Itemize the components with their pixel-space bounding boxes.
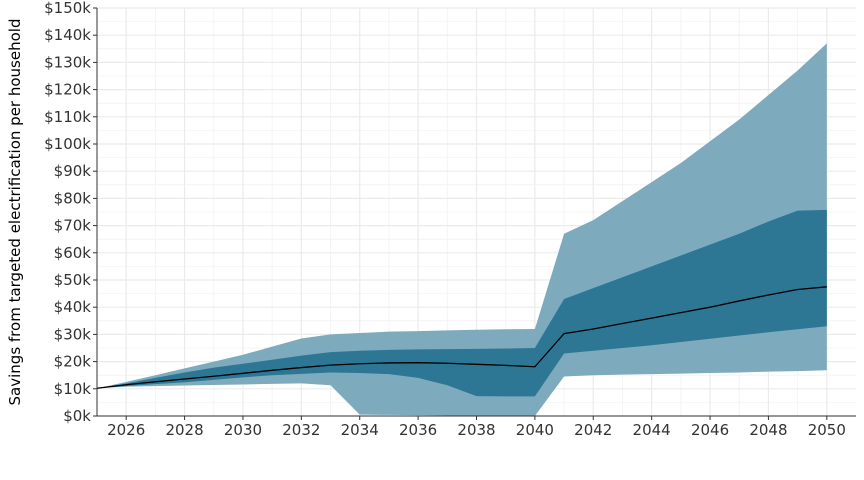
y-tick-label: $30k <box>54 325 92 343</box>
median-line <box>96 286 827 389</box>
uncertainty-bands <box>97 43 827 417</box>
y-tick-label: $150k <box>44 0 91 17</box>
x-tick-label: 2050 <box>808 421 846 439</box>
x-tick-label: 2036 <box>399 421 437 439</box>
x-tick-label: 2046 <box>691 421 729 439</box>
x-tick-label: 2044 <box>633 421 671 439</box>
y-tick-label: $100k <box>44 135 91 153</box>
y-tick-label: $10k <box>54 380 92 398</box>
y-tick-label: $140k <box>44 26 91 44</box>
inner-uncertainty-band <box>97 209 827 397</box>
x-tick-label: 2038 <box>457 421 495 439</box>
x-tick-label: 2042 <box>574 421 612 439</box>
x-tick-label: 2034 <box>341 421 379 439</box>
y-tick-label: $0k <box>63 407 91 425</box>
x-tick-label: 2030 <box>224 421 262 439</box>
y-tick-label: $130k <box>44 53 91 71</box>
x-tick-label: 2028 <box>165 421 203 439</box>
y-tick-label: $110k <box>44 108 91 126</box>
y-tick-label: $120k <box>44 81 91 99</box>
y-tick-label: $20k <box>54 353 92 371</box>
y-tick-label: $70k <box>54 217 92 235</box>
y-tick-label: $80k <box>54 189 92 207</box>
x-tick-label: 2048 <box>749 421 787 439</box>
y-tick-labels: $0k $10k $20k $30k $40k $50k $60k $70k $80k $90k $… <box>44 0 97 425</box>
x-tick-labels: 2026 2028 2030 2032 2034 2036 2038 2040 2042 2044… <box>107 416 846 439</box>
y-tick-label: $50k <box>54 271 92 289</box>
x-tick-label: 2026 <box>107 421 145 439</box>
y-tick-label: $90k <box>54 162 92 180</box>
x-tick-label: 2040 <box>516 421 554 439</box>
x-tick-label: 2032 <box>282 421 320 439</box>
y-axis-title: Savings from targeted electrification pe… <box>6 19 24 406</box>
y-tick-label: $40k <box>54 298 92 316</box>
y-tick-label: $60k <box>54 244 92 262</box>
